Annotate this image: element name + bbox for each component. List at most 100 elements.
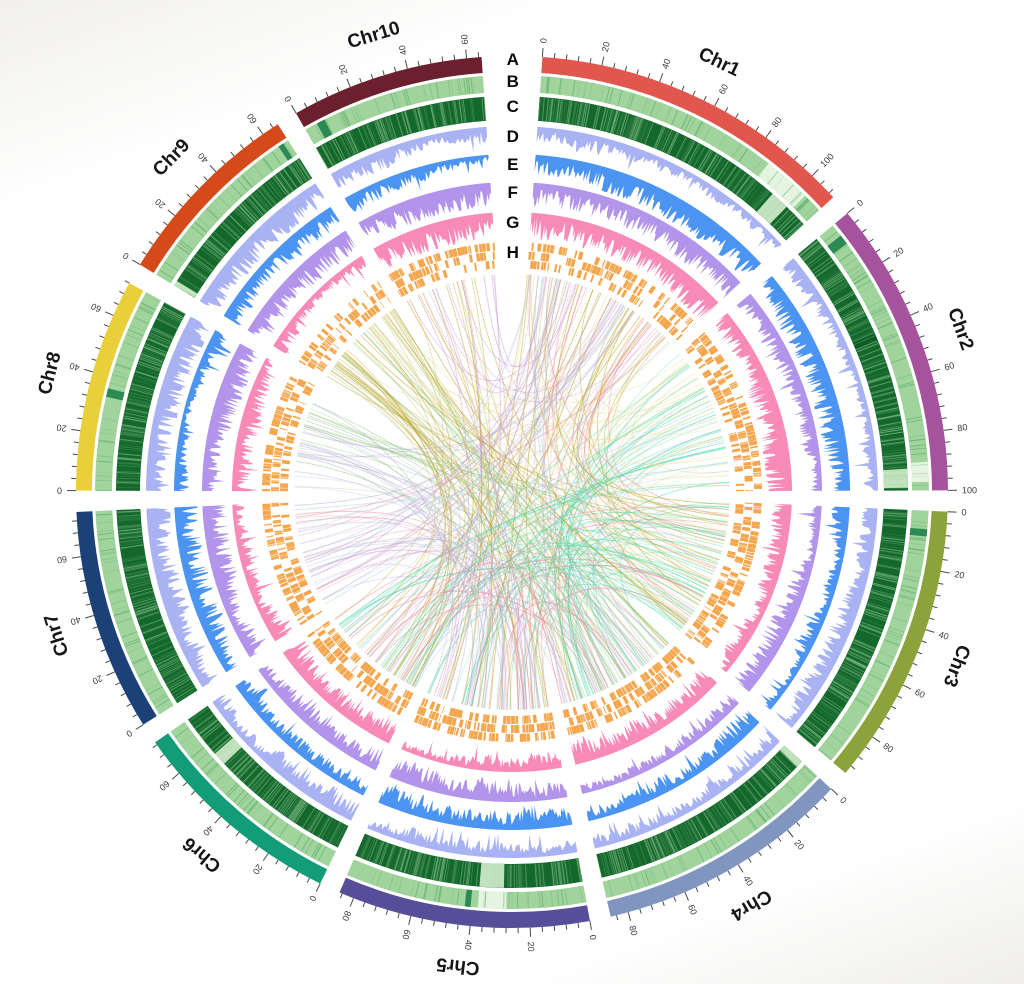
axis-tick — [120, 692, 126, 697]
axis-tick — [71, 556, 81, 559]
axis-tick — [77, 568, 83, 570]
axis-tick — [141, 251, 147, 255]
axis-tick — [226, 824, 231, 829]
axis-tick-label: 20 — [337, 63, 350, 76]
link-chord — [304, 537, 540, 709]
link-chord — [339, 358, 717, 569]
axis-tick — [735, 113, 739, 119]
axis-tick — [81, 393, 88, 396]
axis-tick-label: 0 — [855, 197, 865, 208]
axis-tick — [77, 417, 83, 420]
axis-tick — [865, 746, 871, 751]
link-chord — [296, 276, 545, 525]
link-chord — [566, 519, 726, 675]
axis-tick — [262, 853, 269, 862]
axis-tick — [921, 640, 927, 644]
link-chord — [391, 309, 546, 708]
link-chord — [464, 391, 706, 705]
link-chord — [640, 463, 729, 553]
histogram-series — [358, 182, 492, 236]
axis-tick — [659, 73, 664, 82]
axis-tick — [942, 559, 948, 561]
link-chord — [568, 366, 691, 683]
link-chord — [471, 538, 722, 707]
link-chord — [296, 516, 460, 696]
link-chord — [566, 518, 725, 666]
link-chord — [305, 420, 704, 597]
link-chord — [491, 274, 547, 368]
axis-tick — [167, 763, 172, 768]
histogram-series — [534, 154, 762, 273]
link-chord — [374, 322, 665, 649]
link-chord — [298, 444, 474, 706]
axis-tick — [565, 54, 568, 60]
axis-tick — [636, 69, 639, 75]
tile-segments — [394, 251, 496, 289]
link-chord — [336, 361, 575, 702]
axis-tick-label: 0 — [587, 934, 598, 941]
axis-tick — [902, 684, 912, 690]
axis-tick-label: 60 — [157, 779, 171, 793]
link-chord — [461, 584, 688, 705]
axis-tick — [814, 805, 819, 811]
link-chord — [389, 311, 576, 701]
chromosome-arc — [76, 283, 144, 491]
link-chord — [555, 295, 689, 621]
link-chord — [339, 567, 683, 630]
axis-tick — [695, 887, 699, 893]
axis-tick — [796, 821, 801, 827]
link-chord — [554, 539, 716, 699]
link-chord — [304, 424, 727, 534]
link-chord — [326, 375, 728, 525]
chromosome-arc — [607, 778, 832, 917]
axis-tick — [915, 323, 921, 327]
axis-tick — [940, 570, 950, 574]
axis-tick — [601, 56, 605, 66]
link-chord — [392, 321, 649, 675]
axis-tick — [925, 629, 935, 633]
link-chord — [335, 363, 609, 688]
link-chord — [574, 530, 714, 645]
axis-tick — [716, 876, 721, 882]
link-chord — [304, 425, 454, 694]
link-chord — [299, 441, 487, 709]
link-chord — [586, 362, 705, 595]
axis-tick — [465, 49, 468, 59]
axis-tick — [905, 301, 911, 305]
axis-tick — [113, 301, 119, 305]
axis-tick — [346, 78, 351, 88]
axis-tick — [249, 136, 254, 142]
axis-tick — [315, 883, 321, 892]
histogram-series — [223, 206, 340, 325]
link-chord — [573, 287, 693, 615]
axis-tick — [899, 290, 905, 294]
axis-tick-label: 100 — [818, 151, 836, 169]
link-chord — [386, 313, 685, 404]
link-chord — [632, 361, 730, 474]
axis-tick-label: 0 — [838, 795, 848, 806]
axis-tick — [370, 73, 374, 79]
link-chord — [312, 403, 647, 665]
axis-tick — [397, 912, 400, 919]
axis-tick-label: 40 — [201, 824, 215, 838]
axis-tick — [624, 66, 628, 72]
link-chord — [587, 557, 709, 679]
axis-tick — [296, 872, 300, 877]
axis-tick — [875, 248, 881, 253]
axis-tick — [408, 915, 412, 926]
axis-tick-label: 60 — [245, 112, 259, 126]
link-chord — [561, 387, 704, 672]
link-chord — [308, 411, 722, 554]
axis-tick — [868, 238, 874, 243]
link-chord — [297, 341, 671, 533]
chromosome-arc — [833, 510, 948, 773]
link-chord — [403, 519, 728, 682]
link-chord — [393, 308, 474, 683]
axis-tick — [82, 591, 88, 594]
link-chord — [360, 334, 709, 587]
axis-tick — [336, 86, 340, 92]
link-chord — [308, 536, 631, 676]
axis-tick-label: 40 — [660, 57, 673, 70]
track-c — [116, 96, 908, 888]
link-chord — [352, 334, 664, 437]
